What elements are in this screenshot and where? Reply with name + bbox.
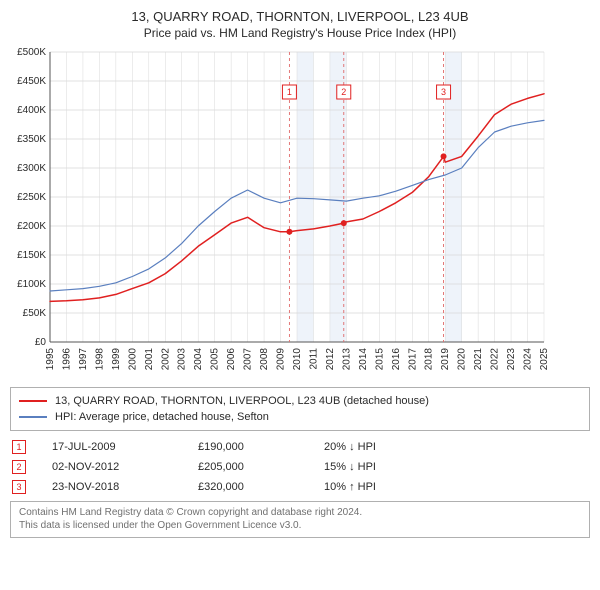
event-price: £320,000 [198,481,298,493]
legend-row: HPI: Average price, detached house, Seft… [19,409,581,426]
svg-text:2002: 2002 [160,347,171,370]
legend-label: HPI: Average price, detached house, Seft… [55,409,269,426]
svg-text:3: 3 [441,87,446,97]
svg-text:1998: 1998 [94,347,105,370]
svg-text:1999: 1999 [111,347,122,370]
svg-text:2019: 2019 [440,347,451,370]
footer-line-2: This data is licensed under the Open Gov… [19,519,581,533]
svg-text:2009: 2009 [276,347,287,370]
legend-swatch [19,416,47,418]
svg-text:2011: 2011 [308,347,319,369]
svg-text:£350K: £350K [17,134,46,145]
svg-text:£0: £0 [35,337,47,348]
svg-text:2007: 2007 [243,347,254,370]
page-subtitle: Price paid vs. HM Land Registry's House … [10,26,590,40]
svg-text:2018: 2018 [424,347,435,370]
svg-text:2017: 2017 [407,347,418,370]
svg-text:2008: 2008 [259,347,270,370]
svg-text:2000: 2000 [127,347,138,370]
svg-text:2005: 2005 [210,347,221,370]
event-date: 17-JUL-2009 [52,441,172,453]
svg-text:2003: 2003 [177,347,188,370]
svg-text:£250K: £250K [17,192,46,203]
event-diff: 20% ↓ HPI [324,441,444,453]
footer-line-1: Contains HM Land Registry data © Crown c… [19,506,581,520]
event-row: 3 23-NOV-2018 £320,000 10% ↑ HPI [10,477,590,497]
event-number-badge: 3 [12,480,26,494]
svg-text:2025: 2025 [539,347,550,370]
event-diff: 15% ↓ HPI [324,461,444,473]
legend-box: 13, QUARRY ROAD, THORNTON, LIVERPOOL, L2… [10,387,590,431]
legend-label: 13, QUARRY ROAD, THORNTON, LIVERPOOL, L2… [55,393,429,410]
svg-text:2021: 2021 [473,347,484,370]
svg-text:2004: 2004 [193,347,204,370]
svg-text:£300K: £300K [17,163,46,174]
event-price: £205,000 [198,461,298,473]
svg-text:2001: 2001 [144,347,155,370]
price-chart: £0 £50K £100K £150K £200K £250K £300K £350K £400… [10,46,590,381]
svg-text:2: 2 [341,87,346,97]
svg-text:2024: 2024 [523,347,534,370]
svg-text:2010: 2010 [292,347,303,370]
svg-text:2016: 2016 [391,347,402,370]
svg-text:2015: 2015 [374,347,385,370]
svg-text:£200K: £200K [17,221,46,232]
svg-text:2022: 2022 [490,347,501,370]
svg-text:£500K: £500K [17,47,46,58]
events-table: 1 17-JUL-2009 £190,000 20% ↓ HPI 2 02-NOV-201… [10,437,590,497]
event-diff: 10% ↑ HPI [324,481,444,493]
event-number-badge: 1 [12,440,26,454]
event-date: 23-NOV-2018 [52,481,172,493]
event-date: 02-NOV-2012 [52,461,172,473]
svg-text:£400K: £400K [17,105,46,116]
svg-text:2012: 2012 [325,347,336,370]
svg-text:£100K: £100K [17,279,46,290]
svg-text:2014: 2014 [358,347,369,370]
footer-box: Contains HM Land Registry data © Crown c… [10,501,590,538]
event-price: £190,000 [198,441,298,453]
svg-text:2013: 2013 [341,347,352,370]
event-row: 2 02-NOV-2012 £205,000 15% ↓ HPI [10,457,590,477]
svg-text:£150K: £150K [17,250,46,261]
svg-text:£50K: £50K [23,308,47,319]
svg-text:1996: 1996 [61,347,72,370]
legend-swatch [19,400,47,402]
svg-text:2006: 2006 [226,347,237,370]
svg-text:2023: 2023 [506,347,517,370]
svg-text:2020: 2020 [457,347,468,370]
legend-row: 13, QUARRY ROAD, THORNTON, LIVERPOOL, L2… [19,393,581,410]
svg-text:£450K: £450K [17,76,46,87]
svg-text:1: 1 [287,87,292,97]
page-title: 13, QUARRY ROAD, THORNTON, LIVERPOOL, L2… [10,8,590,26]
event-row: 1 17-JUL-2009 £190,000 20% ↓ HPI [10,437,590,457]
event-number-badge: 2 [12,460,26,474]
svg-text:1995: 1995 [45,347,56,370]
svg-text:1997: 1997 [78,347,89,370]
